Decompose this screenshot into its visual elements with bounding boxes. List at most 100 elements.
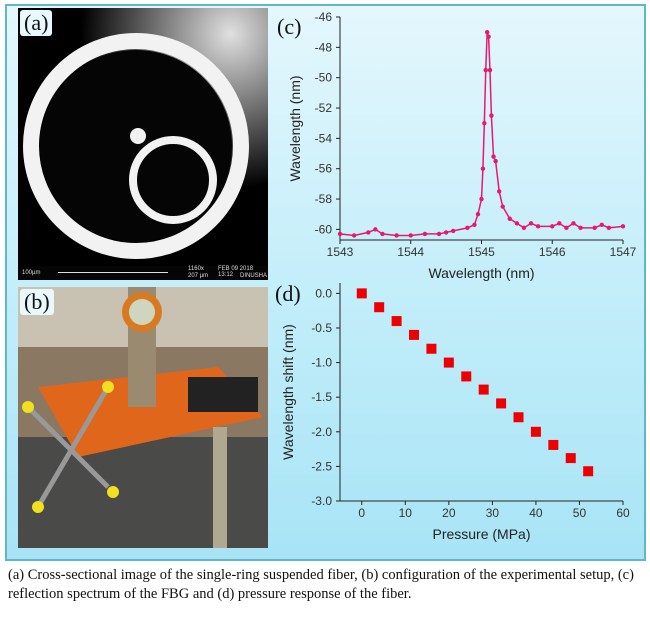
data-point [513, 412, 524, 423]
spectrum-point [564, 225, 569, 231]
data-point [443, 357, 454, 368]
panel-label-b: (b) [20, 289, 54, 315]
sem-info-bar: 100µm 1160x 207 µm FEB 09 2018 13:12 DIN… [18, 266, 268, 280]
x-tick-label: 1544 [397, 245, 424, 259]
spectrum-point [571, 221, 576, 226]
spectrum-point [373, 227, 378, 232]
x-tick-label: 40 [529, 506, 543, 520]
y-tick-label: -54 [315, 131, 333, 145]
spectrum-point [337, 231, 343, 237]
spectrum-point [487, 67, 493, 73]
data-point [461, 371, 472, 382]
x-tick-label: 20 [442, 506, 456, 520]
spectrum-point [578, 225, 583, 231]
spectrum-point [592, 225, 597, 231]
spectrum-point [557, 221, 562, 226]
charts-layer: 1543 1544 1545 1546 1547 -46 -48 -50 -52 -54 -56 -5… [280, 10, 637, 542]
spectrum-point [496, 189, 502, 194]
spectrum-point [465, 225, 470, 231]
y-tick-label: -50 [315, 71, 333, 85]
spectrum-line [339, 31, 624, 237]
x-axis-label: Pressure (MPa) [432, 526, 530, 542]
y-tick-label: 0.0 [315, 286, 332, 300]
x-tick-label: 1545 [468, 245, 495, 259]
spectrum-point [507, 216, 512, 221]
spectrum-point [422, 231, 428, 237]
y-tick-label: -52 [315, 101, 333, 115]
y-tick-label: -48 [315, 40, 333, 54]
x-axis-label: Wavelength (nm) [428, 265, 534, 281]
x-tick-label: 60 [616, 506, 630, 520]
sem-scale: 100µm [22, 270, 41, 276]
spectrum-point [443, 230, 449, 235]
spectrum-point [482, 120, 487, 126]
x-tick-label: 1546 [539, 245, 566, 259]
spectrum-point [620, 224, 626, 229]
spectrum-point [436, 231, 442, 237]
x-tick-label: 0 [358, 506, 365, 520]
setup-photo-drawing [18, 287, 268, 548]
spectrum-point [493, 158, 498, 164]
panel-label-c: (c) [277, 14, 302, 39]
y-tick-label: -2.5 [311, 459, 332, 473]
spectrum-point [394, 233, 399, 238]
data-point [409, 329, 420, 340]
pressure-response-chart: 0 10 20 30 40 50 60 0.0 -0.5 -1.0 -1.5 -2.0 -2.5 -3.0… [280, 283, 630, 542]
fiber-image-drawing [18, 8, 268, 266]
spectrum-point [472, 222, 477, 228]
spectrum-point [351, 233, 357, 238]
spectrum-point [475, 212, 481, 217]
spectrum-point [606, 225, 612, 231]
x-tick-label: 50 [573, 506, 587, 520]
spectrum-point [484, 29, 490, 35]
x-tick-label: 30 [486, 506, 500, 520]
figure-caption: (a) Cross-sectional image of the single-… [8, 567, 634, 602]
y-axis-label: Wavelength shift (nm) [280, 324, 296, 460]
data-point [391, 316, 402, 327]
y-tick-label: -1.0 [311, 356, 332, 370]
y-tick-label: -58 [315, 192, 333, 206]
data-point [583, 466, 594, 477]
y-tick-label: -60 [315, 222, 333, 236]
sem-operator: DINUSHA [240, 273, 268, 279]
spectrum-point [486, 34, 491, 39]
y-axis-label: Wavelength (nm) [287, 75, 303, 181]
scale-bar [58, 272, 168, 273]
spectrum-point [408, 233, 413, 238]
spectrum-point [528, 221, 534, 226]
data-point [530, 426, 541, 437]
spectrum-point [483, 67, 488, 73]
x-tick-label: 1543 [327, 245, 354, 259]
sem-date: FEB 09 2018 13:12 [218, 266, 254, 278]
spectrum-point [500, 204, 505, 209]
y-tick-label: -0.5 [311, 321, 332, 335]
spectrum-point [491, 154, 496, 159]
data-point [426, 343, 437, 354]
sem-mag: 1160x [188, 266, 204, 272]
spectrum-point [451, 228, 456, 234]
panel-label-d: (d) [275, 281, 301, 306]
data-point [548, 439, 559, 450]
data-point [356, 288, 367, 299]
spectrum-point [521, 225, 527, 231]
data-point [478, 384, 489, 395]
spectrum-point [479, 196, 484, 202]
reflection-spectrum-chart: 1543 1544 1545 1546 1547 -46 -48 -50 -52 -54 -56 -5… [287, 10, 637, 281]
y-tick-label: -1.5 [311, 390, 332, 404]
spectrum-point [514, 221, 520, 226]
spectrum-point [366, 230, 371, 235]
experimental-setup-photo [18, 287, 268, 548]
spectrum-point [380, 231, 385, 237]
x-tick-label: 10 [399, 506, 413, 520]
spectrum-point [489, 113, 494, 118]
spectrum-point [550, 224, 555, 229]
spectrum-point [535, 224, 541, 229]
panel-label-a: (a) [20, 10, 53, 36]
data-point [374, 302, 385, 313]
y-tick-label: -46 [315, 10, 333, 24]
data-point [496, 398, 507, 409]
y-tick-label: -56 [315, 162, 333, 176]
data-point [565, 453, 576, 464]
x-tick-label: 1547 [610, 245, 637, 259]
spectrum-point [599, 222, 604, 228]
